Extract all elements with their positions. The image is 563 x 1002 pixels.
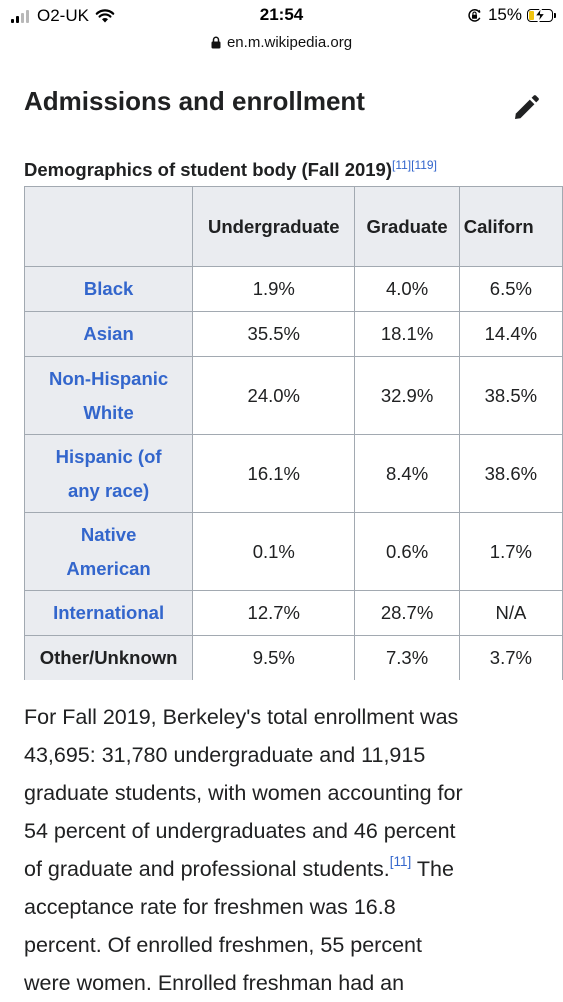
table-cell: 38.5% (458, 356, 563, 435)
wifi-icon (95, 9, 115, 23)
table-cell: 24.0% (192, 356, 356, 435)
edit-pencil-icon[interactable] (512, 94, 540, 122)
row-header: Other/Unknown (24, 635, 194, 680)
table-row: Native American 0.1% 0.6% 1.7% (24, 512, 563, 591)
table-caption-text: Demographics of student body (Fall 2019) (24, 159, 393, 180)
table-row: Black 1.9% 4.0% 6.5% (24, 266, 563, 312)
table-cell: 0.6% (354, 512, 460, 591)
paragraph-line: percent. Of enrolled freshmen, 55 percen… (24, 933, 422, 957)
paragraph-line: were women. Enrolled freshman had an (24, 971, 405, 995)
demographics-table-scroll[interactable]: Undergraduate Graduate Californ Black 1.… (24, 186, 563, 680)
table-row: Asian 35.5% 18.1% 14.4% (24, 311, 563, 357)
column-header: Graduate (354, 186, 460, 267)
table-cell: 28.7% (354, 590, 460, 636)
table-caption: Demographics of student body (Fall 2019)… (24, 158, 437, 181)
address-bar[interactable]: en.m.wikipedia.org (0, 30, 563, 54)
paragraph-line: 54 percent of undergraduates and 46 perc… (24, 819, 456, 843)
table-cell: 38.6% (458, 434, 563, 513)
status-left: O2-UK (11, 6, 115, 26)
table-cell: 4.0% (354, 266, 460, 312)
row-header-link[interactable]: Non-Hispanic White (24, 356, 194, 435)
table-cell: 16.1% (192, 434, 356, 513)
table-row: Other/Unknown 9.5% 7.3% 3.7% (24, 635, 563, 680)
carrier-name: O2-UK (37, 6, 89, 25)
row-header-link[interactable]: Black (24, 266, 194, 312)
paragraph-line: acceptance rate for freshmen was 16.8 (24, 895, 396, 919)
table-cell: 32.9% (354, 356, 460, 435)
clock: 21:54 (259, 5, 304, 24)
reference-link[interactable]: [11] (389, 854, 412, 869)
row-header-link[interactable]: Native American (24, 512, 194, 591)
caption-reference-link[interactable]: [119] (411, 158, 437, 172)
status-bar: O2-UK 21:54 15% (0, 0, 563, 34)
table-header-row: Undergraduate Graduate Californ (24, 186, 563, 267)
paragraph-line: of graduate and professional students.[1… (24, 854, 454, 881)
table-cell: 8.4% (354, 434, 460, 513)
status-right: 15% (467, 5, 556, 25)
table-cell: 6.5% (458, 266, 563, 312)
paragraph-line: 43,695: 31,780 undergraduate and 11,915 (24, 743, 426, 767)
table-cell: 3.7% (458, 635, 563, 680)
url-text: en.m.wikipedia.org (226, 33, 353, 51)
column-header: Undergraduate (192, 186, 356, 267)
caption-reference-link[interactable]: [11] (392, 158, 412, 172)
table-cell: 18.1% (354, 311, 460, 357)
lock-icon (211, 36, 221, 48)
table-cell: 7.3% (354, 635, 460, 680)
table-row: Non-Hispanic White 24.0% 32.9% 38.5% (24, 356, 563, 435)
table-row: International 12.7% 28.7% N/A (24, 590, 563, 636)
table-row: Hispanic (of any race) 16.1% 8.4% 38.6% (24, 434, 563, 513)
paragraph-line: For Fall 2019, Berkeley's total enrollme… (24, 705, 459, 729)
battery-percentage: 15% (487, 5, 522, 24)
row-header-link[interactable]: International (24, 590, 194, 636)
table-cell: 1.7% (458, 512, 563, 591)
table-cell: 12.7% (192, 590, 356, 636)
enrollment-paragraph: For Fall 2019, Berkeley's total enrollme… (24, 698, 534, 1002)
paragraph-line: graduate students, with women accounting… (24, 781, 463, 805)
section-heading: Admissions and enrollment (24, 86, 365, 116)
table-cell: 1.9% (192, 266, 356, 312)
orientation-lock-icon (468, 8, 481, 22)
table-cell: 0.1% (192, 512, 356, 591)
table-cell: 14.4% (458, 311, 563, 357)
demographics-table: Undergraduate Graduate Californ Black 1.… (24, 186, 563, 680)
row-header-link[interactable]: Hispanic (of any race) (24, 434, 194, 513)
cellular-signal-icon (11, 9, 31, 23)
table-cell: 9.5% (192, 635, 356, 680)
table-cell: 35.5% (192, 311, 356, 357)
table-cell: N/A (458, 590, 563, 636)
battery-icon (527, 6, 556, 23)
table-corner-cell (24, 186, 194, 267)
column-header: Californ (458, 186, 563, 267)
row-header-link[interactable]: Asian (24, 311, 194, 357)
